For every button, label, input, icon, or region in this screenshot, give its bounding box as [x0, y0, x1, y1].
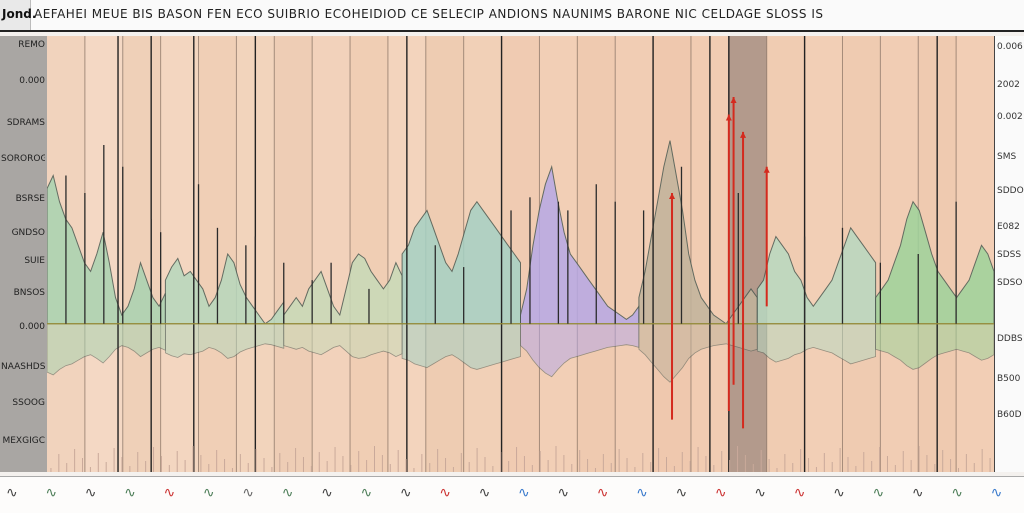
area-series: [638, 140, 758, 325]
area-series-lower: [401, 323, 521, 370]
area-series-lower: [520, 323, 640, 378]
squiggle-icon: ∿: [281, 485, 294, 501]
squiggle-icon: ∿: [951, 485, 963, 501]
squiggle-icon: ∿: [872, 485, 885, 501]
document-tab-label: Jond.: [2, 7, 37, 21]
squiggle-icon: ∿: [360, 485, 373, 501]
squiggle-icon: ∿: [242, 485, 255, 501]
right-axis-label: B60D: [997, 410, 1022, 420]
right-axis-label: B500: [997, 374, 1021, 384]
squiggle-icon: ∿: [478, 485, 491, 501]
left-label: SUIE: [24, 256, 45, 266]
bottom-glyph-strip: ∿ ∿ ∿ ∿ ∿ ∿ ∿ ∿ ∿ ∿ ∿ ∿ ∿ ∿ ∿ ∿ ∿ ∿ ∿ ∿ ∿ ∿ ∿ ∿ ∿ ∿: [0, 476, 1024, 513]
red-spike-tip: [740, 131, 747, 138]
squiggle-icon: ∿: [321, 485, 333, 501]
left-label: SSOOG: [12, 398, 45, 408]
red-spike-tip: [669, 192, 676, 199]
area-series-lower: [756, 323, 877, 365]
squiggle-icon: ∿: [45, 485, 58, 501]
left-label: GNDSO: [11, 228, 45, 238]
squiggle-icon: ∿: [596, 485, 609, 501]
right-axis-label: E082: [997, 222, 1020, 232]
squiggle-icon: ∿: [675, 485, 688, 501]
background-band: [350, 36, 389, 472]
left-label: BSRSE: [15, 194, 45, 204]
background-band: [274, 36, 313, 472]
left-label: MEXGIGC: [2, 436, 45, 446]
squiggle-icon: ∿: [911, 485, 924, 501]
squiggle-icon: ∿: [636, 485, 648, 501]
right-axis-label: SDSO: [997, 278, 1023, 288]
area-chart: [47, 36, 994, 472]
squiggle-icon: ∿: [833, 485, 845, 501]
squiggle-icon: ∿: [518, 485, 530, 501]
squiggle-icon: ∿: [714, 485, 727, 501]
left-label: BNSOS: [13, 288, 45, 298]
left-label: 0.000: [19, 322, 45, 332]
area-series: [756, 226, 877, 325]
area-series-lower: [283, 323, 403, 359]
squiggle-icon: ∿: [557, 485, 570, 501]
left-label: 0.000: [19, 76, 45, 86]
squiggle-icon: ∿: [202, 485, 215, 501]
squiggle-icon: ∿: [124, 485, 136, 501]
area-series: [164, 252, 285, 325]
area-series-lower: [638, 323, 758, 383]
area-series-lower: [164, 323, 285, 359]
background-band: [122, 36, 162, 472]
red-spike-tip: [725, 114, 732, 121]
left-label: REMO: [18, 40, 45, 50]
area-series: [47, 174, 166, 325]
left-label: SOROROG: [1, 154, 45, 164]
squiggle-icon: ∿: [439, 485, 451, 501]
background-band: [312, 36, 351, 472]
squiggle-icon: ∿: [754, 485, 767, 501]
background-band: [160, 36, 200, 472]
chart-title: AEFAHEI MEUE BIS BASON FEN ECO SUIBRIO E…: [34, 7, 824, 21]
right-axis-label: 0.002: [997, 112, 1023, 122]
squiggle-icon: ∿: [399, 485, 412, 501]
red-spike-tip: [730, 97, 737, 104]
area-series-lower: [875, 323, 994, 370]
area-series: [520, 164, 640, 325]
squiggle-icon: ∿: [163, 485, 176, 501]
title-bar: Jond. AEFAHEI MEUE BIS BASON FEN ECO SUI…: [0, 0, 1024, 32]
right-axis-label: SDDO: [997, 186, 1024, 196]
background-band: [728, 36, 768, 472]
area-series-lower: [47, 323, 166, 376]
right-axis-label: 2002: [997, 80, 1020, 90]
squiggle-icon: ∿: [6, 485, 18, 501]
left-label: NAASHDS: [1, 362, 45, 372]
background-band: [615, 36, 654, 472]
right-axis-label: SDSS: [997, 250, 1022, 260]
right-axis-label: DDBS: [997, 334, 1023, 344]
red-spike-tip: [763, 166, 770, 173]
area-series: [875, 200, 994, 325]
background-band: [804, 36, 843, 472]
left-axis-panel: REMO 0.000 SDRAMS SOROROG BSRSE GNDSO SU…: [0, 36, 47, 472]
document-tab[interactable]: Jond.: [0, 0, 36, 30]
right-axis-label: 0.006: [997, 42, 1023, 52]
left-label: SDRAMS: [6, 118, 45, 128]
squiggle-icon: ∿: [793, 485, 806, 501]
squiggle-icon: ∿: [84, 485, 97, 501]
right-axis-label: SMS: [997, 152, 1017, 162]
squiggle-icon: ∿: [990, 485, 1003, 501]
area-series: [283, 253, 403, 325]
right-axis-panel: 0.006 2002 0.002 SMS SDDO E082 SDSS SDSO…: [994, 36, 1024, 472]
area-series: [401, 200, 521, 325]
